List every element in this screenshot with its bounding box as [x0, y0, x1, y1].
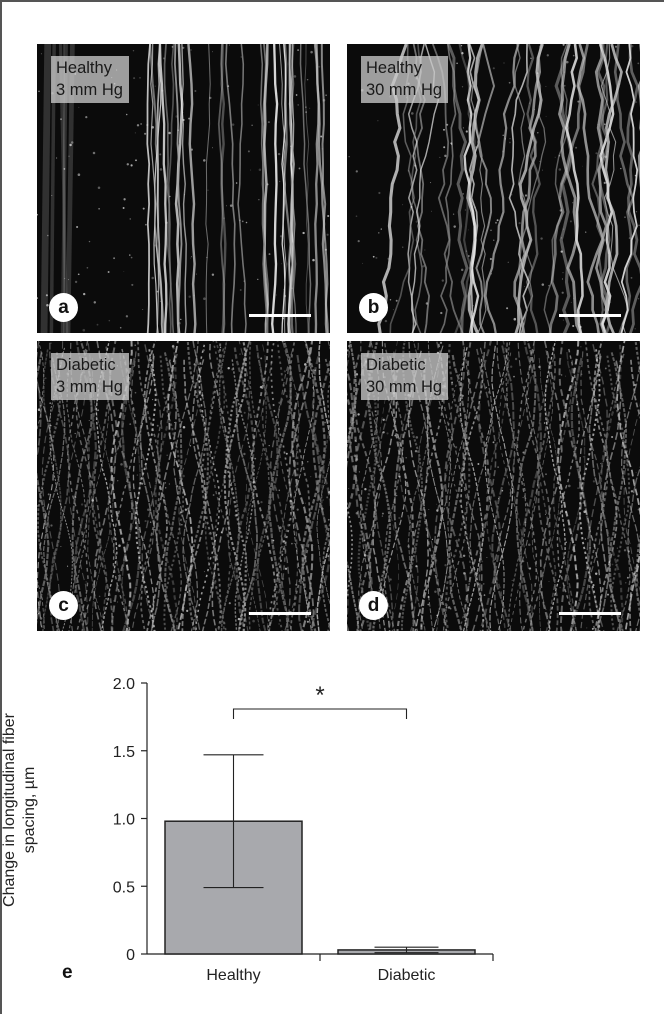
frame-top-border	[0, 0, 664, 2]
panel-b-scale-bar	[559, 314, 621, 317]
micrograph-panel-a: Healthy 3 mm Hg a	[37, 44, 330, 333]
panel-d-pressure: 30 mm Hg	[366, 378, 443, 396]
y-tick-label: 1.5	[113, 744, 135, 761]
frame-left-border	[0, 0, 2, 1014]
x-tick-label-diabetic: Diabetic	[378, 967, 436, 984]
panel-c-group: Diabetic	[56, 356, 116, 374]
panel-d-group: Diabetic	[366, 356, 426, 374]
panel-c-letter: c	[49, 591, 78, 620]
panel-d-scale-bar	[559, 612, 621, 615]
panel-c-condition-label: Diabetic 3 mm Hg	[51, 353, 129, 400]
panel-b-letter: b	[359, 293, 388, 322]
panel-b-pressure: 30 mm Hg	[366, 81, 443, 99]
bar-diabetic	[337, 949, 476, 955]
micrograph-panel-b: Healthy 30 mm Hg b	[347, 44, 640, 333]
panel-b-group: Healthy	[366, 59, 422, 77]
y-axis-label-line2: spacing, µm	[21, 766, 38, 854]
micrograph-panel-d: Diabetic 30 mm Hg d	[347, 341, 640, 631]
y-tick-label: 0.5	[113, 879, 135, 896]
y-tick-label: 1.0	[113, 812, 135, 829]
bar-healthy	[164, 820, 303, 955]
panel-a-pressure: 3 mm Hg	[56, 81, 123, 99]
panel-b-condition-label: Healthy 30 mm Hg	[361, 56, 449, 103]
y-tick-label: 0	[126, 947, 135, 964]
panel-c-scale-bar	[249, 612, 311, 615]
panel-d-condition-label: Diabetic 30 mm Hg	[361, 353, 449, 400]
y-tick-label: 2.0	[113, 676, 135, 693]
significance-bracket	[232, 708, 408, 719]
panel-a-scale-bar	[249, 314, 311, 317]
panel-e-letter: e	[62, 962, 73, 983]
panel-c-pressure: 3 mm Hg	[56, 378, 123, 396]
panel-a-condition-label: Healthy 3 mm Hg	[51, 56, 129, 103]
x-tick-label-healthy: Healthy	[206, 967, 260, 984]
panel-a-group: Healthy	[56, 59, 112, 77]
micrograph-panel-c: Diabetic 3 mm Hg c	[37, 341, 330, 631]
panel-d-letter: d	[359, 591, 388, 620]
significance-marker: *	[315, 682, 324, 709]
micrograph-a-image	[37, 44, 330, 333]
panel-a-letter: a	[49, 293, 78, 322]
y-axis-label-line1: Change in longitudinal fiber	[1, 713, 18, 907]
